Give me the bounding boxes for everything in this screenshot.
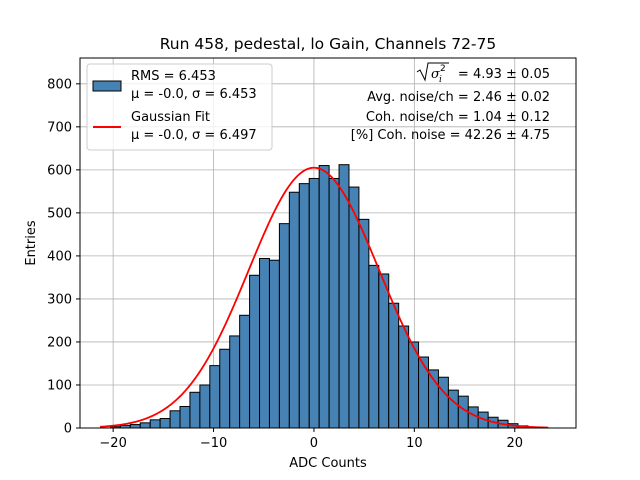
histogram-bar: [388, 302, 400, 429]
svg-text:σ: σ: [431, 67, 441, 82]
gaussian-fit-layer: [100, 166, 548, 429]
histogram-bar: [398, 325, 410, 429]
y-tick-label: 500: [47, 206, 72, 221]
histogram-bars: [109, 164, 549, 429]
x-tick-label: 10: [406, 436, 423, 451]
histogram-bar: [288, 191, 300, 429]
legend: RMS = 6.453 μ = -0.0, σ = 6.453 Gaussian…: [86, 63, 273, 151]
histogram-bar: [318, 165, 330, 429]
legend-fit-stats: μ = -0.0, σ = 6.497: [131, 128, 257, 143]
histogram-bar: [239, 314, 251, 429]
histogram-bar: [348, 186, 360, 429]
y-tick-label: 600: [47, 163, 72, 178]
y-tick-label: 700: [47, 120, 72, 135]
legend-box: [86, 63, 273, 151]
x-axis-ticks: −20 −10 0 10 20: [99, 428, 523, 451]
noise-annotations: σ 2 i = 4.93 ± 0.05 Avg. noise/ch = 2.46…: [351, 62, 550, 143]
histogram-bar: [189, 391, 201, 429]
svg-text:2: 2: [440, 64, 446, 74]
y-tick-label: 300: [47, 292, 72, 307]
histogram-bar: [278, 223, 290, 429]
legend-fit-label: Gaussian Fit: [131, 110, 210, 125]
histogram-bar: [169, 410, 181, 429]
x-axis-label: ADC Counts: [289, 456, 367, 471]
histogram-bar: [298, 183, 310, 429]
histogram-bar: [338, 164, 350, 429]
histogram-bar: [328, 177, 340, 429]
annotation-coh-noise: Coh. noise/ch = 1.04 ± 0.12: [366, 110, 550, 125]
histogram-bar: [268, 259, 280, 429]
legend-patch-histogram: [92, 80, 122, 92]
histogram-bar: [259, 257, 270, 429]
histogram-bar: [249, 274, 261, 429]
histogram-bar: [179, 405, 191, 429]
histogram-bar: [209, 365, 221, 429]
histogram-bar: [378, 273, 390, 429]
y-axis-ticks: 0 100 200 300 400 500 600 700 800: [47, 77, 80, 437]
annotation-coh-percent: [%] Coh. noise = 42.26 ± 4.75: [351, 128, 550, 143]
histogram-bar: [149, 419, 161, 429]
y-tick-label: 100: [47, 378, 72, 393]
histogram-bar: [447, 389, 459, 429]
histogram-bar: [139, 422, 151, 429]
histogram-bar: [418, 356, 430, 429]
histogram-bar: [467, 406, 479, 429]
annotation-avg-noise: Avg. noise/ch = 2.46 ± 0.02: [367, 90, 550, 105]
gaussian-fit-curve: [100, 166, 548, 429]
y-tick-label: 400: [47, 249, 72, 264]
histogram-bar: [308, 177, 320, 429]
x-tick-label: 20: [506, 436, 523, 451]
x-tick-label: −20: [99, 436, 126, 451]
svg-text:i: i: [439, 75, 442, 85]
y-axis-label: Entries: [24, 220, 39, 266]
histogram-bar: [159, 418, 171, 429]
histogram-bar: [199, 384, 211, 429]
sigma-i-symbol: σ 2 i: [416, 62, 449, 85]
x-tick-label: 0: [310, 436, 318, 451]
histogram-bar: [368, 264, 380, 429]
y-tick-label: 800: [47, 77, 72, 92]
y-tick-label: 0: [64, 422, 72, 437]
x-tick-label: −10: [200, 436, 227, 451]
plot-frame: [79, 57, 577, 429]
annotation-sigma-value: = 4.93 ± 0.05: [458, 67, 550, 82]
histogram-bar: [219, 348, 231, 429]
histogram-bar: [229, 335, 241, 429]
histogram-bar: [358, 218, 370, 429]
histogram-bar: [129, 424, 141, 429]
y-tick-label: 200: [47, 335, 72, 350]
legend-rms-label: RMS = 6.453: [131, 69, 216, 84]
legend-hist-stats: μ = -0.0, σ = 6.453: [131, 87, 257, 102]
histogram-bar: [437, 376, 449, 429]
chart-title: Run 458, pedestal, lo Gain, Channels 72-…: [160, 35, 497, 53]
